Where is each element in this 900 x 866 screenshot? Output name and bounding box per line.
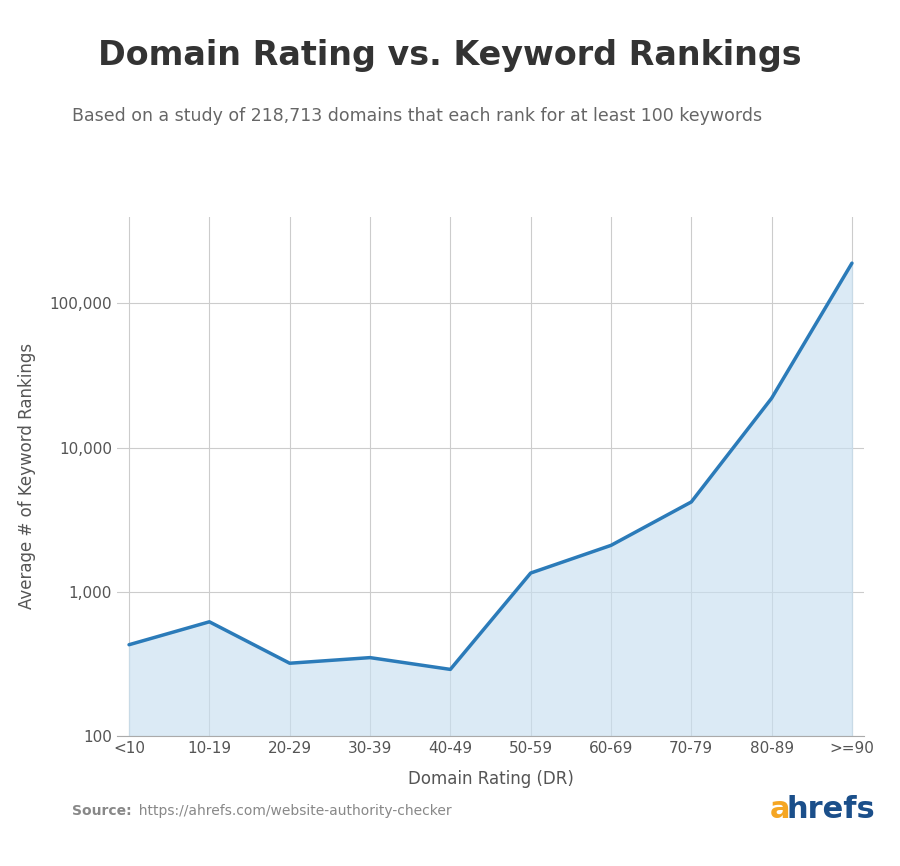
Text: hrefs: hrefs xyxy=(787,796,876,824)
Text: Source:: Source: xyxy=(72,805,131,818)
Y-axis label: Average # of Keyword Rankings: Average # of Keyword Rankings xyxy=(18,343,36,610)
X-axis label: Domain Rating (DR): Domain Rating (DR) xyxy=(408,770,573,788)
Text: a: a xyxy=(770,796,790,824)
Text: https://ahrefs.com/website-authority-checker: https://ahrefs.com/website-authority-che… xyxy=(130,805,452,818)
Text: Domain Rating vs. Keyword Rankings: Domain Rating vs. Keyword Rankings xyxy=(98,39,802,72)
Text: Based on a study of 218,713 domains that each rank for at least 100 keywords: Based on a study of 218,713 domains that… xyxy=(72,107,762,126)
